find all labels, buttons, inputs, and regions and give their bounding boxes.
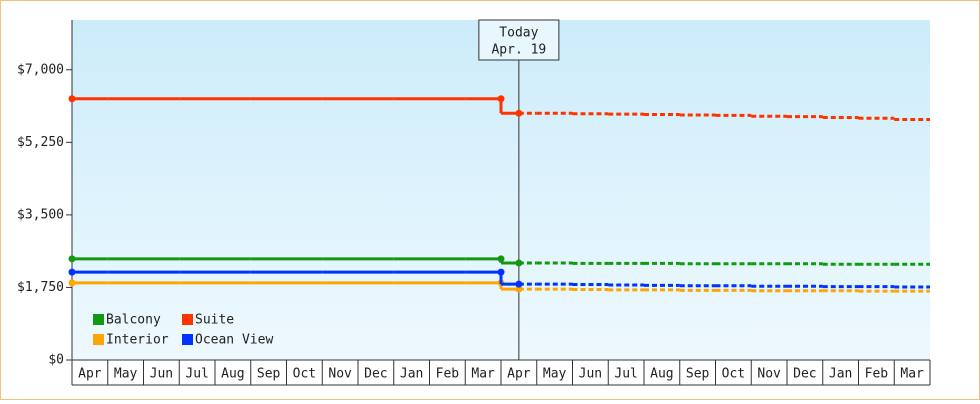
x-tick-label: Oct (293, 367, 316, 382)
x-tick-label: Feb (865, 367, 889, 382)
x-tick-label: Apr (507, 367, 531, 382)
x-tick-label: Sep (686, 367, 710, 382)
x-tick-label: Oct (722, 367, 745, 382)
y-tick-label: $5,250 (17, 135, 64, 150)
x-tick-label: Apr (78, 367, 102, 382)
series (68, 255, 930, 267)
legend-swatch (182, 314, 193, 325)
x-tick-label: Sep (257, 367, 281, 382)
legend-label: Interior (106, 333, 169, 348)
series (68, 279, 930, 293)
legend-swatch (93, 334, 104, 345)
x-tick-label: Jul (185, 367, 208, 382)
point (68, 95, 76, 103)
legend-swatch (182, 334, 193, 345)
series (68, 95, 930, 122)
x-tick-label: Feb (436, 367, 460, 382)
x-tick-label: Jan (829, 367, 852, 382)
legend-label: Suite (195, 313, 234, 328)
x-tick-label: Mar (900, 367, 924, 382)
x-tick-label: Jul (614, 367, 637, 382)
y-tick-label: $7,000 (17, 62, 64, 77)
y-tick-label: $3,500 (17, 207, 64, 222)
x-tick-label: Dec (364, 367, 387, 382)
x-tick-label: Aug (650, 367, 673, 382)
series (68, 268, 930, 289)
x-tick-label: Jun (150, 367, 173, 382)
x-tick-label: Nov (757, 367, 781, 382)
today-box (478, 19, 560, 61)
x-tick-label: Nov (328, 367, 352, 382)
point (497, 268, 505, 276)
plot-area (72, 20, 930, 360)
point (68, 255, 76, 263)
x-tick-label: Jan (400, 367, 423, 382)
x-tick-label: Mar (471, 367, 495, 382)
point (497, 255, 505, 263)
legend-swatch (93, 314, 104, 325)
point (68, 268, 76, 276)
x-tick-label: Dec (793, 367, 816, 382)
x-tick-label: May (543, 367, 567, 382)
x-tick-label: Jun (579, 367, 602, 382)
y-tick-label: $1,750 (17, 280, 64, 295)
legend-label: Balcony (106, 313, 161, 328)
y-tick-label: $0 (48, 353, 64, 368)
today-date: Apr. 19 (491, 43, 546, 58)
today-label: Today (499, 26, 538, 41)
point (497, 95, 505, 103)
point (68, 279, 76, 287)
x-tick-label: May (114, 367, 138, 382)
legend-label: Ocean View (195, 333, 273, 348)
x-tick-label: Aug (221, 367, 244, 382)
